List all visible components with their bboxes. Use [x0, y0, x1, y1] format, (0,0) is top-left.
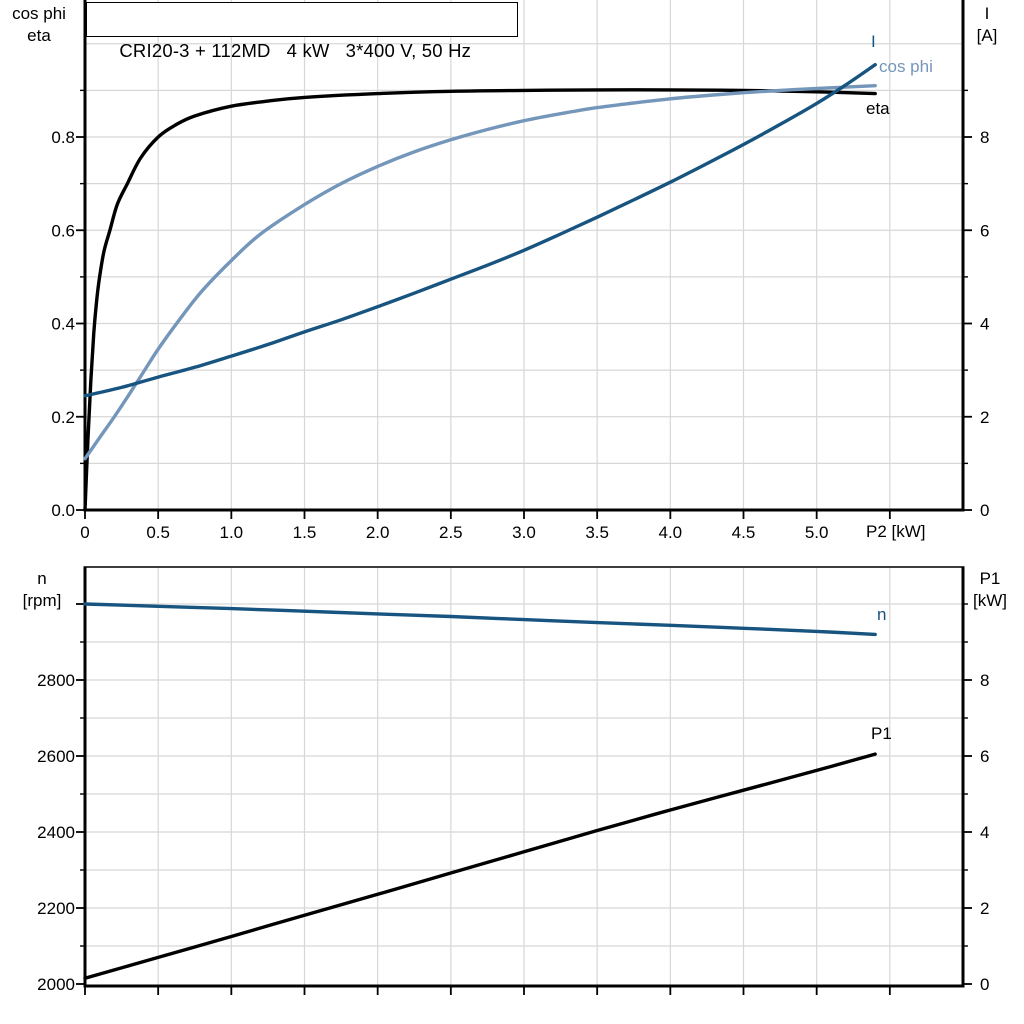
tick-label-right: 8	[980, 128, 989, 147]
tick-label-x: 2.0	[366, 523, 390, 542]
tick-label-left: 2800	[37, 671, 75, 690]
tick-label-right: 2	[980, 408, 989, 427]
curve-label-p1: P1	[871, 724, 892, 743]
curve-I	[83, 63, 877, 398]
curve-P1	[83, 752, 877, 980]
tick-label-right: 4	[980, 315, 989, 334]
axis-title-p1: P1	[979, 569, 1001, 588]
curve-n	[83, 602, 877, 637]
tick-label-x: 0.5	[146, 523, 170, 542]
tick-label-left: 0.6	[51, 221, 75, 240]
tick-label-left: 0.8	[51, 128, 75, 147]
tick-label-left: 2000	[37, 975, 75, 994]
tick-label-x: 0	[80, 523, 89, 542]
tick-label-x: 5.0	[805, 523, 829, 542]
tick-label-x: 4.0	[659, 523, 683, 542]
tick-label-x: 3.5	[585, 523, 609, 542]
tick-label-left: 0.0	[51, 501, 75, 520]
tick-label-right: 0	[980, 975, 989, 994]
tick-label-left: 0.2	[51, 408, 75, 427]
tick-label-x: 3.0	[512, 523, 536, 542]
tick-label-x: 1.0	[220, 523, 244, 542]
axis-title-speed-unit: [rpm]	[22, 591, 62, 610]
axis-title-eta: eta	[27, 26, 51, 45]
curve-label-speed: n	[877, 605, 887, 624]
tick-label-x: 1.5	[293, 523, 317, 542]
axis-title-current: I	[984, 4, 990, 23]
chart-title-box: CRI20-3 + 112MD 4 kW 3*400 V, 50 Hz	[86, 2, 518, 61]
tick-label-right: 6	[980, 747, 989, 766]
tick-label-right: 0	[980, 501, 989, 520]
curve-label-current: I	[871, 32, 876, 51]
curve-label-cos-phi: cos phi	[879, 57, 933, 76]
axis-title-cos-phi: cos phi	[12, 4, 66, 23]
tick-label-right: 8	[980, 671, 989, 690]
top-chart-right-axis-title: I [A]	[964, 3, 1010, 47]
tick-label-left: 0.4	[51, 315, 75, 334]
tick-label-x: 4.5	[732, 523, 756, 542]
x-axis-title-p2: P2 [kW]	[866, 522, 926, 541]
tick-label-left: 2200	[37, 899, 75, 918]
axis-title-current-unit: [A]	[976, 26, 998, 45]
tick-label-right: 6	[980, 221, 989, 240]
bottom-chart-left-axis-title: n [rpm]	[4, 568, 80, 612]
tick-label-left: 2400	[37, 823, 75, 842]
tick-label-left: 2600	[37, 747, 75, 766]
top-chart-left-axis-title: cos phi eta	[0, 3, 78, 47]
tick-label-x: 2.5	[439, 523, 463, 542]
axis-title-p1-unit: [kW]	[973, 591, 1007, 610]
axis-title-speed: n	[37, 569, 47, 588]
curve-cos_phi	[83, 84, 877, 461]
chart-title: CRI20-3 + 112MD 4 kW 3*400 V, 50 Hz	[119, 40, 472, 61]
tick-label-right: 4	[980, 823, 989, 842]
bottom-chart-right-axis-title: P1 [kW]	[962, 568, 1018, 612]
curve-eta	[83, 88, 877, 512]
curve-label-eta: eta	[866, 99, 890, 118]
tick-label-right: 2	[980, 899, 989, 918]
